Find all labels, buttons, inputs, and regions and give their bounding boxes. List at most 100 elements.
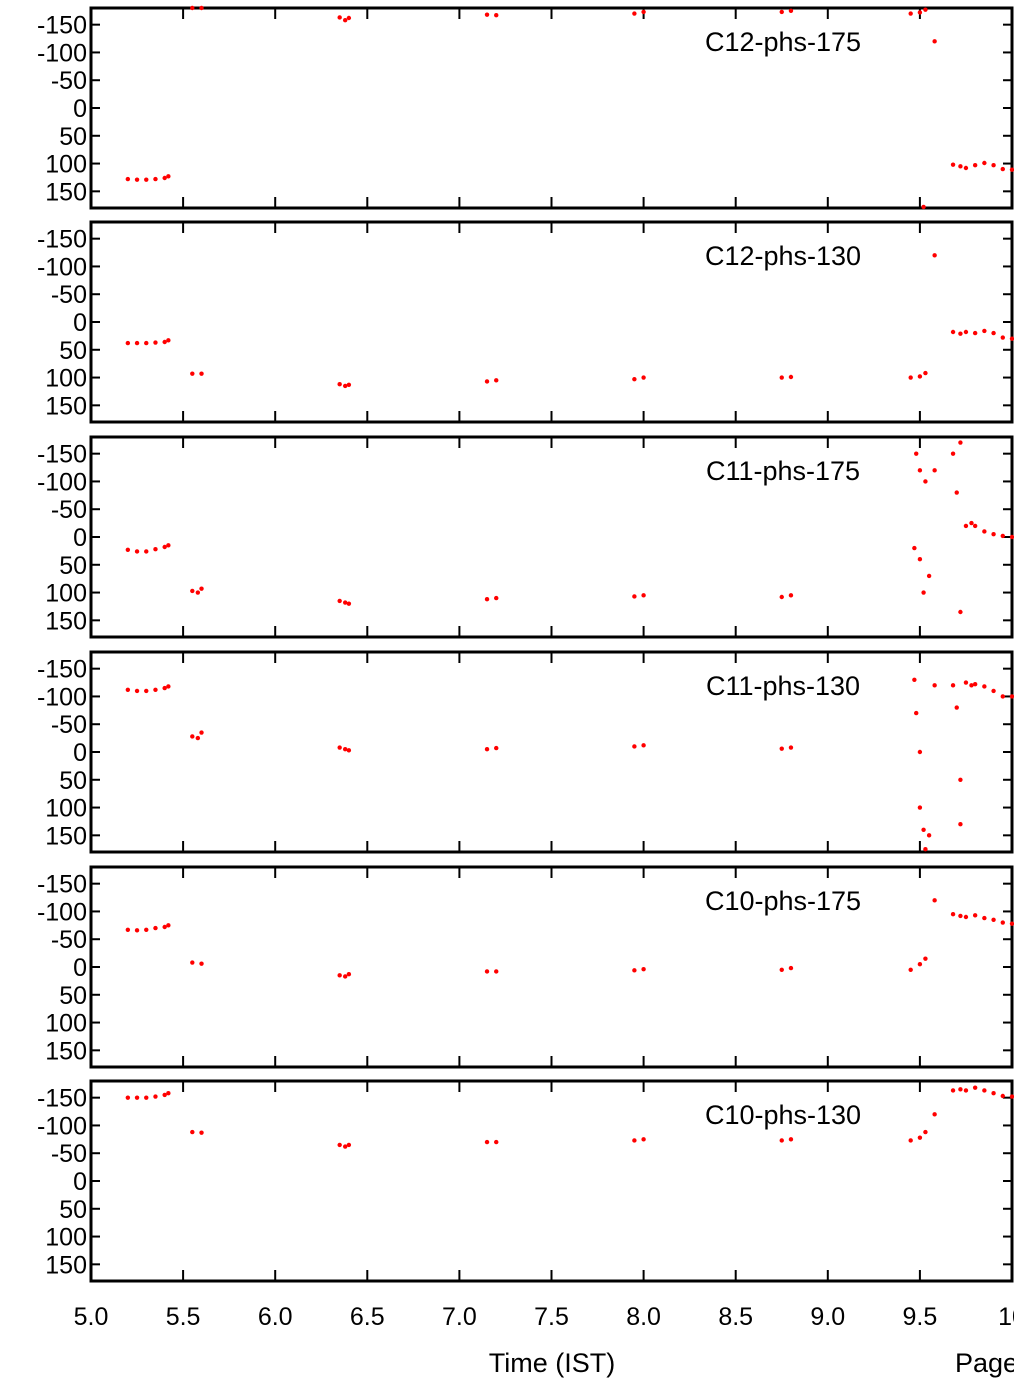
data-point xyxy=(917,1135,923,1140)
data-point xyxy=(950,1088,956,1093)
data-point xyxy=(199,961,204,966)
data-point xyxy=(632,1138,637,1143)
data-point xyxy=(991,330,996,336)
data-point xyxy=(153,176,158,182)
data-point xyxy=(144,1095,149,1100)
y-tick-label: 100 xyxy=(45,580,87,608)
data-point xyxy=(958,822,963,827)
data-point xyxy=(991,163,996,168)
panel-frame xyxy=(89,1079,1014,1283)
y-tick-label: 100 xyxy=(45,1224,87,1252)
data-point xyxy=(190,734,195,739)
data-point xyxy=(195,735,201,741)
x-axis-label: Time (IST) xyxy=(489,1348,615,1378)
data-point xyxy=(494,378,499,383)
y-tick-label: -150 xyxy=(37,441,87,469)
data-point xyxy=(908,1138,913,1143)
data-point xyxy=(972,523,978,529)
y-tick-label: 150 xyxy=(45,822,87,850)
data-point xyxy=(982,328,987,334)
data-point xyxy=(632,594,637,599)
data-point xyxy=(932,898,937,903)
y-tick-label: -50 xyxy=(51,1140,87,1168)
data-point xyxy=(914,451,919,456)
data-point xyxy=(991,532,996,537)
data-point xyxy=(963,329,969,335)
data-point xyxy=(153,340,158,345)
y-tick-label: 50 xyxy=(59,767,87,795)
x-axis: 5.0 5.5 6.0 6.5 7.0 7.5 8.0 8.5 9.0 9.5 10 xyxy=(74,1303,1014,1331)
data-point xyxy=(484,969,490,974)
data-point xyxy=(199,5,204,11)
data-point xyxy=(190,5,195,11)
y-tick-label: 0 xyxy=(73,1168,87,1196)
data-point xyxy=(199,1130,204,1135)
data-point xyxy=(134,1095,140,1100)
data-point xyxy=(958,331,963,336)
data-point xyxy=(337,745,342,750)
y-tick-label: -150 xyxy=(37,226,87,254)
data-point xyxy=(342,383,348,389)
data-point xyxy=(342,18,348,23)
panel-label: C10-phs-130 xyxy=(705,1100,861,1130)
y-tick-label: -100 xyxy=(37,39,87,67)
data-point xyxy=(484,747,490,752)
data-point xyxy=(923,1129,928,1135)
data-point xyxy=(632,11,637,16)
data-point xyxy=(972,163,978,168)
data-point xyxy=(1000,1093,1005,1099)
data-point xyxy=(494,595,499,601)
y-tick-label: -150 xyxy=(37,871,87,899)
data-point xyxy=(166,174,171,179)
panel-frame xyxy=(89,865,1014,1069)
data-point xyxy=(1009,921,1014,926)
data-point xyxy=(950,162,956,167)
data-point xyxy=(162,1092,167,1098)
data-point xyxy=(932,683,937,688)
data-point xyxy=(972,913,978,918)
y-tick-label: 0 xyxy=(73,524,87,552)
x-tick-label: 6.0 xyxy=(258,1303,293,1331)
data-point xyxy=(134,177,140,182)
x-tick-label: 6.5 xyxy=(350,1303,385,1331)
y-tick-label: 100 xyxy=(45,365,87,393)
x-tick-label: 7.0 xyxy=(442,1303,477,1331)
data-point xyxy=(337,15,342,20)
data-point xyxy=(162,924,167,930)
data-point xyxy=(1009,1094,1014,1099)
y-tick-label: 100 xyxy=(45,1010,87,1038)
data-point xyxy=(917,468,923,473)
data-point xyxy=(972,1085,978,1090)
data-point xyxy=(484,12,490,17)
data-point xyxy=(1000,694,1005,699)
data-point xyxy=(494,1139,499,1145)
panel-label: C12-phs-175 xyxy=(705,27,861,57)
data-point xyxy=(166,543,171,548)
y-tick-label: 0 xyxy=(73,95,87,123)
panel-frame xyxy=(89,435,1014,639)
data-point xyxy=(337,973,342,978)
data-point xyxy=(153,1094,158,1099)
data-point xyxy=(162,544,167,550)
data-point xyxy=(963,165,969,171)
y-tick-label: -150 xyxy=(37,12,87,40)
data-point xyxy=(1000,335,1005,340)
data-point xyxy=(926,573,932,579)
data-point xyxy=(926,833,932,838)
y-tick-label: 100 xyxy=(45,151,87,179)
x-tick-label: 10 xyxy=(998,1303,1014,1331)
data-point xyxy=(190,960,195,965)
data-point xyxy=(1009,534,1014,540)
data-point xyxy=(162,339,167,345)
data-point xyxy=(932,39,937,44)
data-point xyxy=(125,176,131,182)
data-point xyxy=(346,1142,352,1148)
x-tick-label: 5.0 xyxy=(74,1303,109,1331)
data-point xyxy=(125,1095,131,1100)
x-tick-label: 9.0 xyxy=(810,1303,845,1331)
data-point xyxy=(144,177,149,182)
data-point xyxy=(125,547,131,552)
y-tick-label: 0 xyxy=(73,954,87,982)
